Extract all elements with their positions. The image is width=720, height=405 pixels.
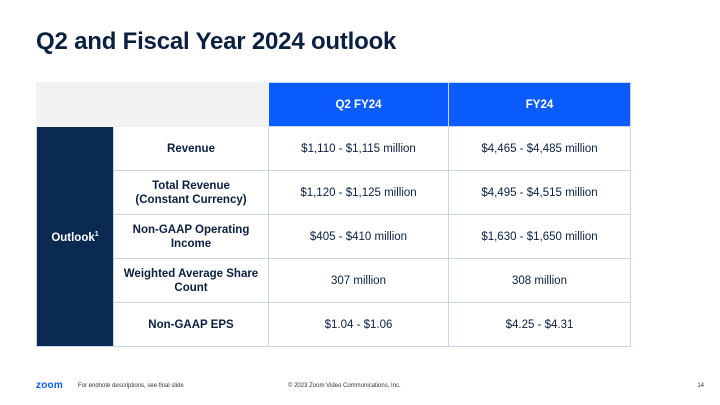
fy-value: 308 million [448,258,631,303]
metric-label: Non-GAAP EPS [113,302,269,347]
table-row: Non-GAAP Operating Income $405 - $410 mil… [37,214,631,259]
q2-value: $1,110 - $1,115 million [268,126,449,171]
column-header-q2: Q2 FY24 [268,82,449,127]
table-row: Total Revenue (Constant Currency) $1,120 … [37,170,631,215]
table-row: Weighted Average Share Count 307 million … [37,258,631,303]
table-header-row: Q2 FY24 FY24 [36,82,631,127]
metric-label-line: Non-GAAP EPS [148,318,234,331]
metric-label: Weighted Average Share Count [113,258,269,303]
q2-value: $1,120 - $1,125 million [268,170,449,215]
column-header-fy: FY24 [448,82,631,127]
metric-label-line: Income [170,237,212,250]
metric-label-line: Non-GAAP Operating [132,223,250,236]
fy-value: $4,495 - $4,515 million [448,170,631,215]
footnote-marker: 1 [94,231,99,239]
q2-value: $1.04 - $1.06 [268,302,449,347]
outlook-group-label: Outlook1 [36,126,114,347]
q2-value: 307 million [268,258,449,303]
metric-label-line: (Constant Currency) [135,193,247,206]
table-row: Outlook1 Revenue $1,110 - $1,115 million… [36,126,631,347]
q2-value: $405 - $410 million [268,214,449,259]
header-blank-cell [113,82,269,127]
outlook-table: Q2 FY24 FY24 Outlook1 Revenue $1,110 - $… [36,82,631,347]
slide-footer: zoom For endnote descriptions, see final… [36,380,704,394]
slide-title: Q2 and Fiscal Year 2024 outlook [36,28,397,55]
outlook-label-text: Outlook [51,231,95,244]
table-row: Non-GAAP EPS $1.04 - $1.06 $4.25 - $4.31 [37,302,631,347]
metric-label: Total Revenue (Constant Currency) [113,170,269,215]
zoom-logo: zoom [36,380,63,391]
header-blank-cell [36,82,114,127]
page-number: 14 [697,383,704,389]
endnote-text: For endnote descriptions, see final slid… [78,383,184,389]
fy-value: $4,465 - $4,485 million [448,126,631,171]
fy-value: $1,630 - $1,650 million [448,214,631,259]
copyright-text: © 2023 Zoom Video Communications, Inc. [288,383,401,389]
metric-label-line: Revenue [167,142,215,155]
metric-label: Revenue [113,126,269,171]
metric-label-line: Weighted Average Share [123,267,259,280]
fy-value: $4.25 - $4.31 [448,302,631,347]
metric-label: Non-GAAP Operating Income [113,214,269,259]
metric-label-line: Total Revenue [152,179,230,192]
metric-label-line: Count [174,281,208,294]
